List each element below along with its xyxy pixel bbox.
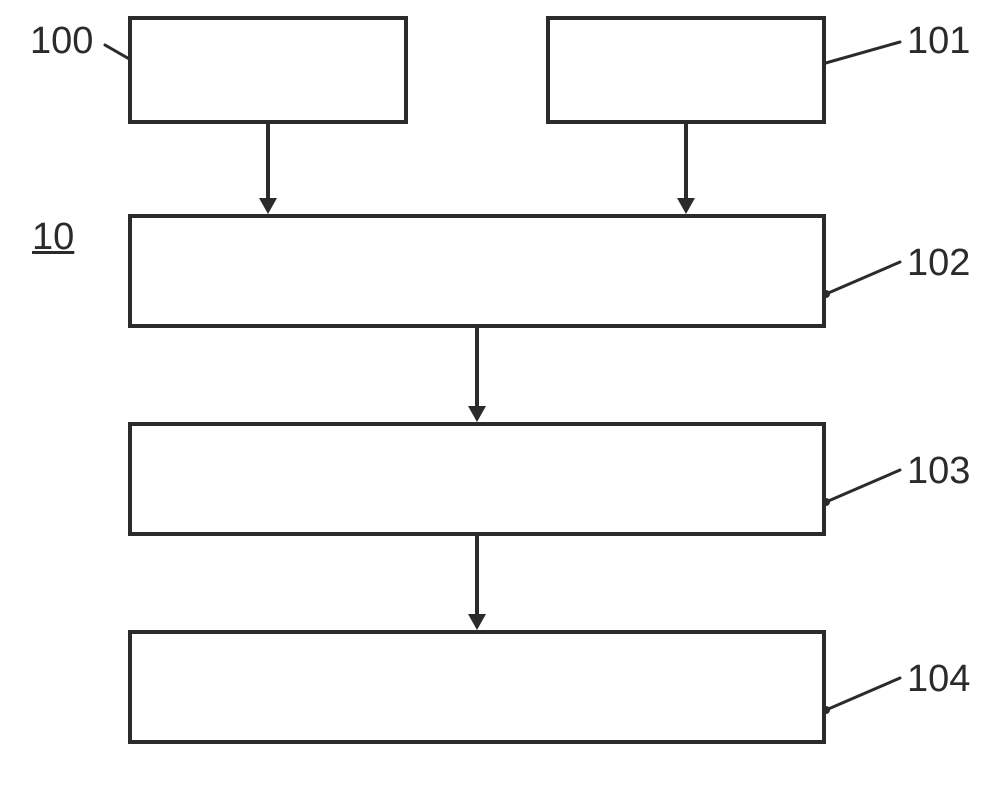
flow-box-n103	[128, 422, 826, 536]
ref-label-104: 104	[907, 660, 970, 698]
ref-label-102: 102	[907, 244, 970, 282]
flowchart-canvas: 10 100 101 102 103 104	[0, 0, 1000, 806]
figure-number-label: 10	[32, 218, 74, 256]
ref-label-100: 100	[30, 22, 93, 60]
flow-box-n104	[128, 630, 826, 744]
ref-label-101: 101	[907, 22, 970, 60]
ref-label-103: 103	[907, 452, 970, 490]
flow-box-n101	[546, 16, 826, 124]
flow-box-n102	[128, 214, 826, 328]
flow-box-n100	[128, 16, 408, 124]
